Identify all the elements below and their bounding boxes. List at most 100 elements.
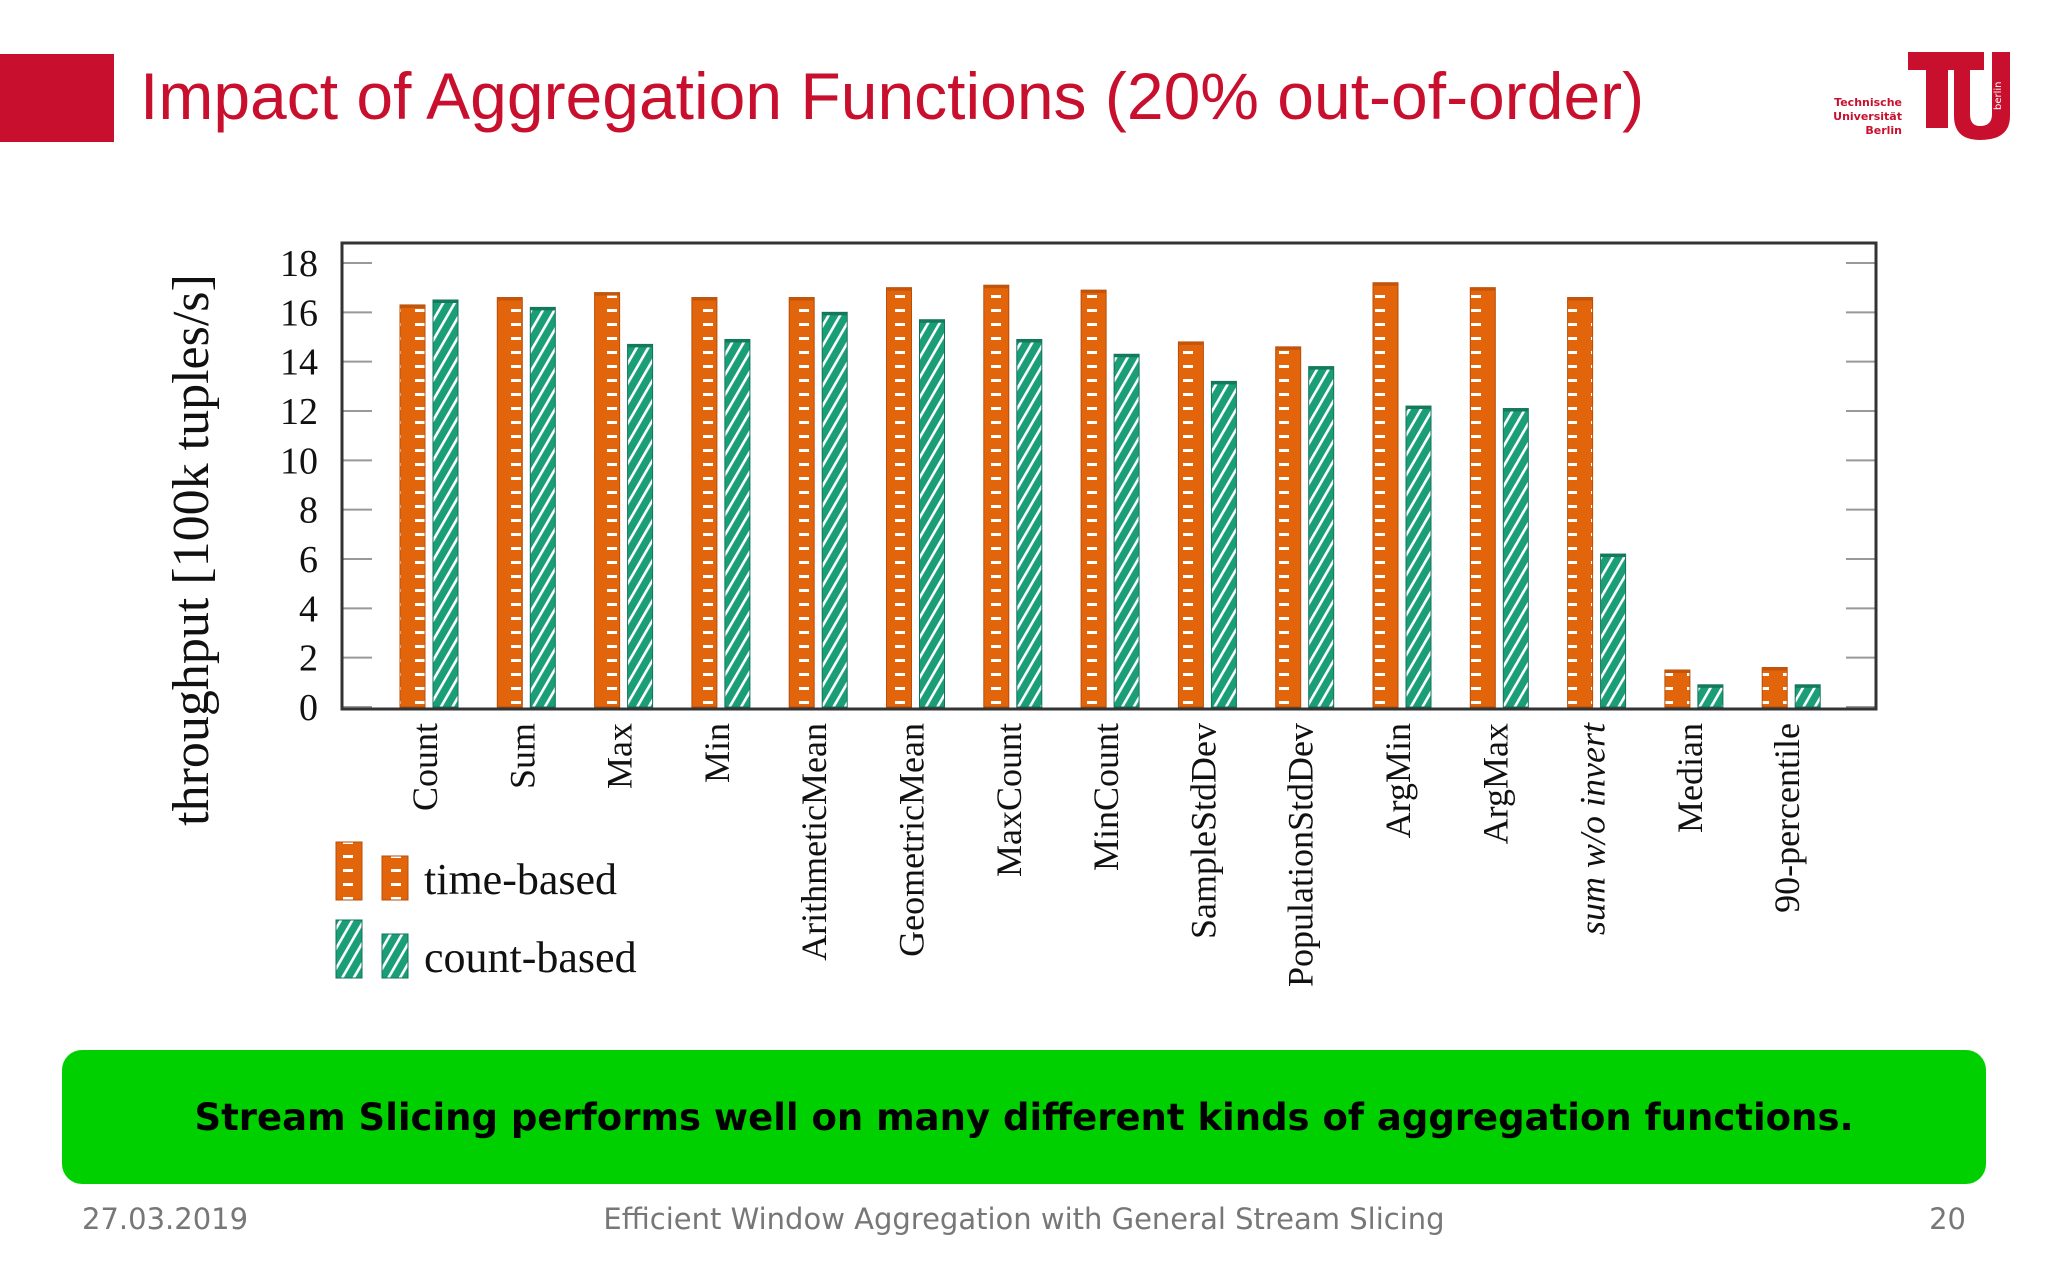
- bar-time-based-sum: [496, 297, 523, 708]
- y-tick-label: 0: [299, 687, 318, 729]
- bar-cap-time-based-count: [400, 304, 425, 308]
- throughput-bar-chart: throughput [100k tuples/s] 0 2 4 6 8 10 12 14 16…: [163, 241, 1878, 987]
- y-tick-label: 6: [299, 539, 318, 581]
- legend-swatch-time-based-1: [335, 841, 363, 901]
- bar-cap-count-based-min: [724, 339, 750, 343]
- bar-cap-time-based-arithmeticmean: [789, 297, 815, 301]
- legend-swatch-count-based-1: [335, 919, 363, 979]
- bar-count-based-90-percentile: [1794, 684, 1821, 708]
- bar-cap-count-based-sum: [530, 307, 556, 311]
- bar-time-based-arithmeticmean: [788, 297, 815, 708]
- bar-cap-count-based-count: [433, 300, 458, 303]
- bar-cap-time-based-sum-w-o-invert: [1567, 297, 1593, 301]
- y-tick-label: 16: [280, 292, 318, 334]
- bar-cap-time-based-min: [691, 297, 717, 301]
- x-tick-label-sum-w-o-invert: sum w/o invert: [1573, 722, 1613, 935]
- x-tick-label-90-percentile: 90-percentile: [1767, 723, 1807, 913]
- footer-date: 27.03.2019: [82, 1202, 249, 1236]
- bar-time-based-populationstddev: [1275, 346, 1302, 708]
- key-message-text: Stream Slicing performs well on many dif…: [194, 1095, 1854, 1139]
- bar-count-based-maxcount: [1016, 338, 1043, 708]
- bar-cap-count-based-argmax: [1503, 408, 1529, 412]
- bar-count-based-sum-w-o-invert: [1600, 553, 1627, 708]
- bar-count-based-count: [432, 299, 459, 708]
- x-tick-label-min: Min: [697, 723, 737, 783]
- bar-cap-time-based-mincount: [1081, 290, 1107, 294]
- bar-time-based-sum-w-o-invert: [1567, 297, 1594, 708]
- logo-side-text: berlin: [1993, 81, 2004, 110]
- bar-time-based-min: [691, 297, 718, 708]
- slide-title: Impact of Aggregation Functions (20% out…: [140, 59, 1645, 133]
- x-tick-label-populationstddev: PopulationStdDev: [1281, 723, 1321, 987]
- bar-count-based-populationstddev: [1308, 366, 1335, 708]
- bar-cap-count-based-geometricmean: [919, 319, 945, 323]
- bar-cap-time-based-median: [1664, 670, 1690, 673]
- x-tick-label-arithmeticmean: ArithmeticMean: [794, 723, 834, 961]
- bar-time-based-count: [399, 304, 426, 708]
- y-axis-label: throughput [100k tuples/s]: [163, 274, 220, 826]
- bar-time-based-maxcount: [983, 284, 1010, 708]
- bar-cap-time-based-argmin: [1373, 282, 1398, 286]
- bar-time-based-mincount: [1080, 289, 1107, 708]
- y-tick-label: 10: [280, 440, 318, 482]
- x-tick-label-argmax: ArgMax: [1475, 723, 1515, 844]
- bar-cap-time-based-populationstddev: [1275, 346, 1301, 350]
- legend: time-based count-based: [335, 841, 637, 982]
- x-tick-label-median: Median: [1670, 723, 1710, 833]
- x-tick-label-argmin: ArgMin: [1378, 723, 1418, 838]
- bar-count-based-argmin: [1405, 405, 1432, 708]
- x-tick-label-maxcount: MaxCount: [989, 723, 1029, 877]
- logo-text-line3: Berlin: [1865, 124, 1902, 137]
- legend-label-count-based: count-based: [424, 933, 637, 982]
- bar-time-based-geometricmean: [886, 287, 912, 708]
- bar-count-based-median: [1697, 684, 1724, 708]
- x-tick-label-sum: Sum: [502, 723, 542, 789]
- tu-berlin-logo: berlin Technische Universität Berlin: [1833, 52, 2010, 140]
- y-tick-label: 2: [299, 638, 318, 680]
- bar-count-based-sum: [529, 306, 556, 708]
- logo-text-line2: Universität: [1833, 110, 1902, 123]
- y-tick-label: 18: [280, 243, 318, 285]
- plot-frame: [340, 241, 1878, 711]
- footer-page-number: 20: [1929, 1202, 1966, 1236]
- bar-time-based-argmin: [1372, 282, 1399, 708]
- legend-swatch-count-based-2: [381, 933, 409, 979]
- x-tick-label-samplestddev: SampleStdDev: [1183, 723, 1223, 939]
- logo-text-line1: Technische: [1834, 96, 1902, 109]
- bar-count-based-samplestddev: [1210, 380, 1237, 708]
- bar-cap-count-based-mincount: [1114, 354, 1140, 358]
- y-tick-label: 12: [280, 391, 318, 433]
- x-tick-label-geometricmean: GeometricMean: [892, 723, 932, 957]
- footer-presentation-title: Efficient Window Aggregation with Genera…: [603, 1202, 1445, 1236]
- legend-swatch-time-based-2: [381, 855, 409, 901]
- bar-cap-time-based-argmax: [1470, 287, 1496, 291]
- tu-logo-mark-icon: [1908, 52, 2010, 140]
- bar-cap-count-based-90-percentile: [1795, 684, 1821, 688]
- x-tick-label-count: Count: [405, 723, 445, 811]
- bar-cap-time-based-samplestddev: [1178, 341, 1204, 345]
- y-tick-label: 14: [280, 342, 318, 384]
- bar-count-based-arithmeticmean: [821, 311, 848, 708]
- bar-cap-time-based-sum: [497, 297, 523, 301]
- bar-cap-count-based-median: [1697, 684, 1723, 688]
- legend-label-time-based: time-based: [424, 855, 617, 904]
- bar-cap-time-based-maxcount: [983, 285, 1009, 289]
- bar-time-based-samplestddev: [1177, 341, 1204, 708]
- x-tick-label-max: Max: [600, 723, 640, 789]
- bar-time-based-max: [594, 292, 621, 708]
- x-tick-label-mincount: MinCount: [1086, 723, 1126, 871]
- bar-cap-count-based-samplestddev: [1211, 381, 1237, 385]
- key-message-banner: Stream Slicing performs well on many dif…: [62, 1050, 1986, 1184]
- bar-cap-count-based-maxcount: [1016, 339, 1042, 343]
- bar-cap-count-based-max: [627, 344, 653, 348]
- bar-count-based-min: [724, 338, 751, 708]
- bar-cap-time-based-90-percentile: [1762, 667, 1788, 671]
- bar-cap-count-based-argmin: [1406, 406, 1431, 410]
- bar-cap-count-based-sum-w-o-invert: [1600, 554, 1626, 558]
- bar-count-based-mincount: [1113, 353, 1140, 708]
- bar-cap-count-based-arithmeticmean: [822, 312, 848, 316]
- bar-time-based-median: [1664, 669, 1691, 708]
- bar-count-based-argmax: [1502, 408, 1529, 708]
- bar-cap-time-based-max: [594, 292, 620, 296]
- bar-cap-time-based-geometricmean: [886, 287, 912, 291]
